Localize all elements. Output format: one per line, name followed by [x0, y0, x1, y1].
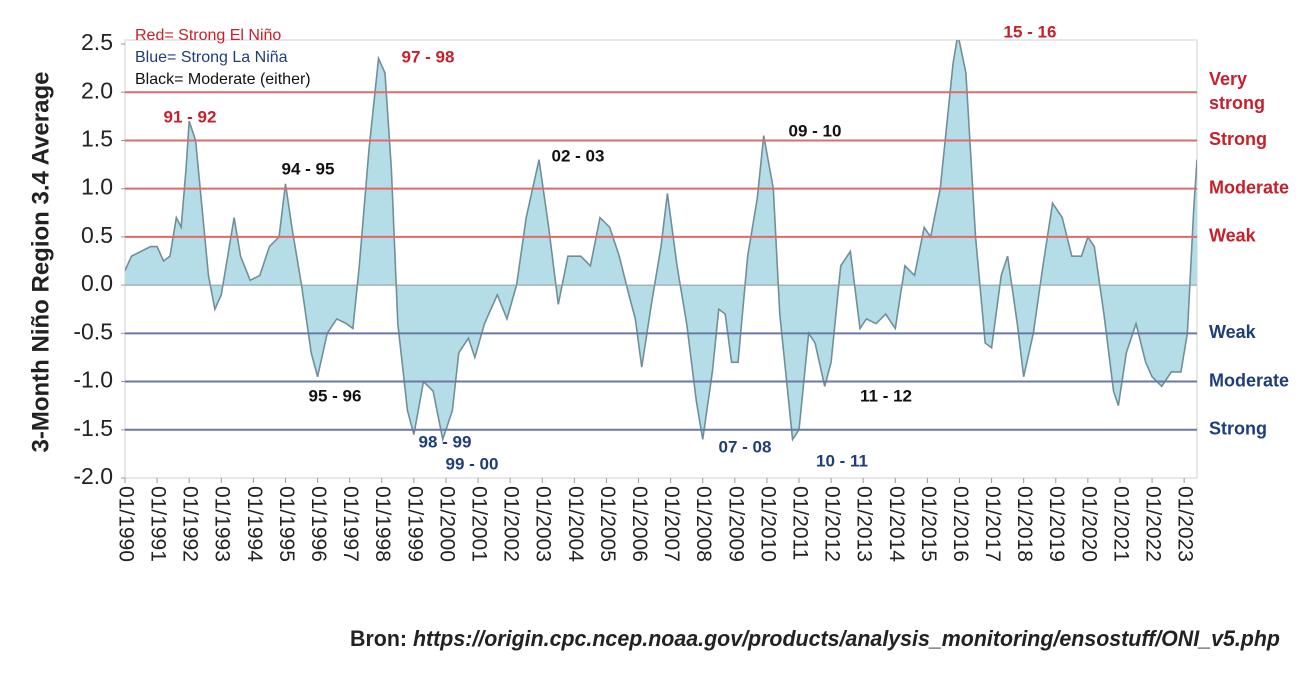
source: Bron: https://origin.cpc.ncep.noaa.gov/p…: [350, 626, 1280, 651]
x-tick-label: 01/2005: [596, 486, 619, 562]
x-tick-label: 01/2010: [756, 486, 779, 562]
x-tick-label: 01/2023: [1174, 486, 1197, 562]
x-tick-label: 01/1991: [147, 486, 170, 562]
x-tick-label: 01/2019: [1045, 486, 1068, 562]
threshold-label: Very: [1209, 69, 1247, 89]
y-tick-label: -0.5: [73, 318, 113, 344]
threshold-label: Moderate: [1209, 177, 1289, 197]
x-tick-label: 01/1992: [179, 486, 202, 562]
y-axis-title: 3-Month Niño Region 3.4 Average: [27, 72, 54, 453]
threshold-label: Strong: [1209, 419, 1267, 439]
y-tick-label: -1.0: [73, 367, 113, 393]
y-tick-label: -2.0: [73, 463, 113, 489]
x-tick-label: 01/1998: [371, 486, 394, 562]
x-tick-label: 01/2017: [981, 486, 1004, 562]
threshold-label: strong: [1209, 93, 1265, 113]
annotation: 97 - 98: [402, 47, 455, 66]
legend-entry: Black= Moderate (either): [135, 71, 311, 88]
y-tick-label: 0.0: [81, 270, 113, 296]
y-tick-label: 0.5: [81, 222, 113, 248]
x-tick-label: 01/2020: [1077, 486, 1100, 562]
y-tick-label: 1.0: [81, 174, 113, 200]
x-tick-label: 01/2004: [564, 486, 587, 562]
x-tick-label: 01/1990: [114, 486, 137, 562]
y-tick-label: 1.5: [81, 126, 113, 152]
plot: [125, 40, 1197, 443]
x-tick-label: 01/2016: [949, 486, 972, 562]
annotation: 95 - 96: [309, 386, 362, 405]
x-tick-label: 01/2013: [853, 486, 876, 562]
x-tick-label: 01/1993: [211, 486, 234, 562]
y-tick-label: -1.5: [73, 415, 113, 441]
x-tick-label: 01/1996: [307, 486, 330, 562]
annotation: 98 - 99: [419, 432, 472, 451]
annotation: 99 - 00: [446, 454, 499, 473]
x-tick-label: 01/2014: [885, 486, 908, 562]
annotation: 91 - 92: [164, 107, 217, 126]
x-tick-label: 01/2007: [660, 486, 683, 562]
threshold-label: Weak: [1209, 226, 1257, 246]
x-tick-label: 01/2003: [532, 486, 555, 562]
y-tick-label: 2.5: [81, 29, 113, 55]
threshold-label: Moderate: [1209, 370, 1289, 390]
legend-entry: Red= Strong El Niño: [135, 27, 281, 44]
y-tick-label: 2.0: [81, 77, 113, 103]
x-tick-label: 01/2022: [1142, 486, 1165, 562]
annotation: 07 - 08: [719, 437, 772, 456]
threshold-label: Weak: [1209, 322, 1257, 342]
annotation: 94 - 95: [282, 159, 335, 178]
x-tick-label: 01/1997: [339, 486, 362, 562]
x-tick-label: 01/1999: [403, 486, 426, 562]
x-tick-label: 01/1994: [243, 486, 266, 562]
x-tick-label: 01/2000: [435, 486, 458, 562]
source-prefix: Bron:: [350, 626, 407, 651]
source-url: https://origin.cpc.ncep.noaa.gov/product…: [413, 626, 1280, 651]
x-tick-label: 01/1995: [275, 486, 298, 562]
line: [125, 40, 1197, 443]
x-tick-label: 01/2012: [821, 486, 844, 562]
x-tick-label: 01/2011: [788, 486, 811, 560]
annotation: 02 - 03: [552, 146, 605, 165]
legend-entry: Blue= Strong La Niña: [135, 49, 288, 66]
x-tick-label: 01/2008: [692, 486, 715, 562]
annotation: 15 - 16: [1004, 22, 1057, 41]
x-tick-label: 01/2018: [1013, 486, 1036, 562]
annotation: 09 - 10: [789, 121, 842, 140]
x-tick-label: 01/2021: [1109, 486, 1132, 562]
x-tick-label: 01/2002: [500, 486, 523, 562]
x-tick-label: 01/2009: [724, 486, 747, 562]
x-tick-label: 01/2006: [628, 486, 651, 562]
annotation: 11 - 12: [860, 386, 912, 405]
x-tick-label: 01/2001: [468, 486, 491, 562]
x-tick-label: 01/2015: [917, 486, 940, 562]
annotation: 10 - 11: [816, 451, 868, 470]
threshold-label: Strong: [1209, 129, 1267, 149]
